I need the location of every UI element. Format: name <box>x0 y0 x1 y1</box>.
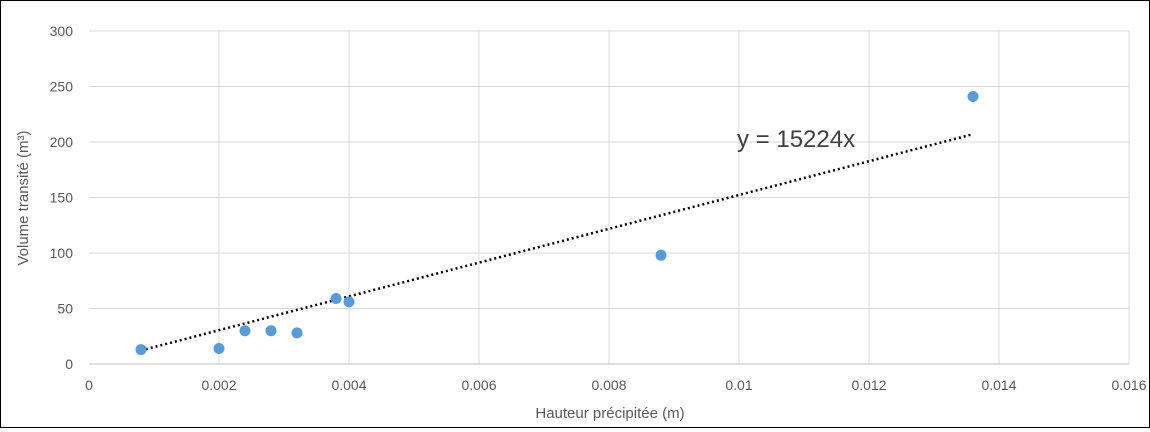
trendline-group <box>140 132 974 352</box>
data-points <box>135 90 979 356</box>
x-tick-label: 0 <box>85 377 93 393</box>
tick-labels: 0 0.002 0.004 0.006 0.008 0.01 0.012 0.014 0.016… <box>50 23 1147 393</box>
x-tick-label: 0.012 <box>851 377 886 393</box>
data-point <box>291 327 303 339</box>
data-point <box>330 293 342 305</box>
data-point <box>213 342 225 354</box>
trendline-equation: y = 15224x <box>737 126 855 153</box>
y-tick-label: 100 <box>50 245 74 261</box>
y-tick-label: 300 <box>50 23 74 39</box>
gridlines <box>89 30 1130 364</box>
x-tick-label: 0.008 <box>591 377 626 393</box>
y-tick-label: 200 <box>50 134 74 150</box>
x-tick-label: 0.006 <box>461 377 496 393</box>
data-point <box>265 325 277 337</box>
x-axis-label: Hauteur précipitée (m) <box>535 405 684 422</box>
data-point <box>135 344 147 356</box>
y-tick-label: 50 <box>57 301 73 317</box>
data-point <box>655 249 667 261</box>
x-tick-label: 0.016 <box>1111 377 1146 393</box>
data-point <box>967 90 979 102</box>
x-tick-label: 0.014 <box>981 377 1016 393</box>
y-tick-label: 0 <box>65 356 73 372</box>
data-point <box>343 296 355 308</box>
y-axis-label: Volume transité (m³) <box>15 130 32 265</box>
x-tick-label: 0.01 <box>725 377 752 393</box>
y-tick-label: 250 <box>50 79 74 95</box>
x-tick-label: 0.002 <box>201 377 236 393</box>
y-tick-label: 150 <box>50 190 74 206</box>
data-point <box>239 325 251 337</box>
x-tick-label: 0.004 <box>331 377 366 393</box>
trendline <box>140 132 974 352</box>
